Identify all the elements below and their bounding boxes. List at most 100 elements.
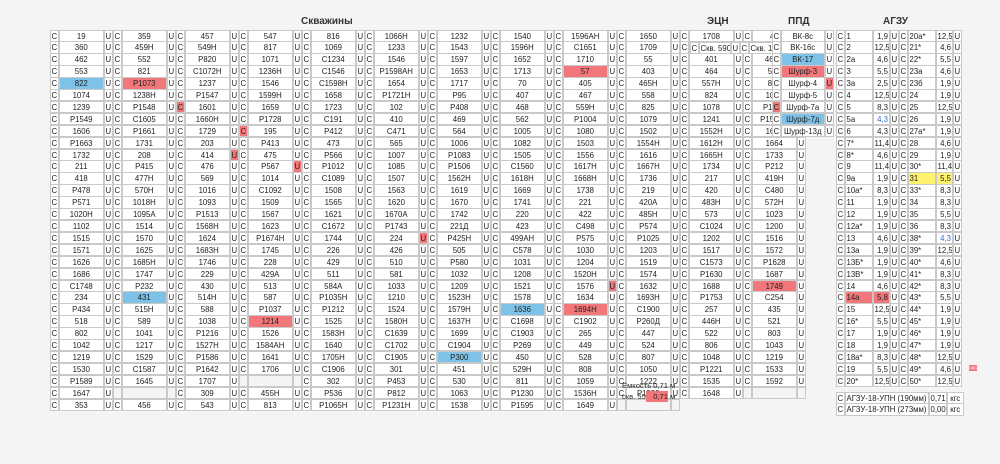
well-id-cell: 514Н <box>184 291 230 304</box>
well-id-cell: 1568Н <box>184 220 230 233</box>
agzu-control-button[interactable]: U <box>952 53 962 66</box>
ppd-control-button[interactable]: U <box>824 77 834 90</box>
well-id-cell: Р453 <box>373 374 419 388</box>
agzu-control-button[interactable]: U <box>952 243 962 257</box>
well-control-button[interactable]: U <box>796 303 806 316</box>
well-control-button[interactable]: U <box>796 243 806 257</box>
ppd-control-button[interactable]: U <box>824 29 834 42</box>
well-id-cell: 473 <box>310 136 356 150</box>
well-id-cell: 1668Н <box>562 172 608 185</box>
well-control-button[interactable]: U <box>796 291 806 304</box>
well-id-cell: 1208 <box>499 267 545 281</box>
ppd-control-button[interactable]: U <box>824 41 834 54</box>
agzu-control-button[interactable]: U <box>952 339 962 352</box>
well-control-button[interactable]: U <box>796 315 806 328</box>
agzu-control-button[interactable]: U <box>952 29 962 42</box>
well-id-cell: 420 <box>688 184 734 197</box>
well-control-button[interactable]: U <box>796 231 806 245</box>
well-id-cell: 462 <box>58 53 104 66</box>
agzu-control-button[interactable]: U <box>952 124 962 138</box>
ppd-control-button[interactable]: U <box>824 53 834 66</box>
well-id-cell: С1672 <box>310 220 356 233</box>
ppd-control-button[interactable]: U <box>824 65 834 78</box>
well-control-button[interactable]: U <box>796 208 806 221</box>
agzu-control-button[interactable]: U <box>952 279 962 292</box>
well-id-cell: 1082 <box>499 136 545 150</box>
well-control-button[interactable]: U <box>796 196 806 209</box>
capacity-value-2: 0,71 <box>646 391 668 402</box>
agzu-control-button[interactable]: U <box>952 77 962 90</box>
well-id-cell: 1694Н <box>562 303 608 316</box>
agzu-control-button[interactable]: U <box>952 172 962 185</box>
well-id-cell: 1580Н <box>373 315 419 328</box>
well-control-button[interactable]: U <box>796 267 806 281</box>
ppd-control-button[interactable]: U <box>824 100 834 114</box>
well-id-cell: С1702 <box>373 339 419 352</box>
well-control-button[interactable]: U <box>796 148 806 161</box>
agzu-control-button[interactable]: U <box>952 327 962 340</box>
agzu-control-button[interactable]: U <box>952 148 962 161</box>
agzu-control-button[interactable]: U <box>952 208 962 221</box>
agzu-value-cell: 5,5 <box>872 65 890 78</box>
agzu-control-button[interactable]: U <box>952 136 962 150</box>
ppd-control-button[interactable]: U <box>824 112 834 126</box>
well-control-button[interactable]: U <box>796 327 806 340</box>
agzu-control-button[interactable]: U <box>952 231 962 245</box>
agzu-value-cell: 1,9 <box>872 196 890 209</box>
well-id-cell: 1016 <box>184 184 230 197</box>
well-id-cell: 1562Н <box>436 172 482 185</box>
agzu-control-button[interactable]: U <box>952 100 962 114</box>
well-id-cell: 429 <box>310 255 356 269</box>
well-id-cell: 1536Н <box>562 386 608 400</box>
agzu-id-cell: 4 <box>844 89 873 102</box>
agzu-extra-value: 0,71 <box>928 391 947 404</box>
ppd-control-button[interactable]: U <box>824 89 834 102</box>
agzu-control-button[interactable]: U <box>952 303 962 316</box>
ecn-id-cell: Скв. 590 <box>698 41 731 54</box>
well-id-cell: 1529 <box>121 350 167 364</box>
well-control-button[interactable]: U <box>796 172 806 185</box>
agzu-control-button[interactable]: U <box>952 220 962 233</box>
agzu-control-button[interactable]: U <box>952 196 962 209</box>
agzu-value-cell: 12,5 <box>935 350 953 364</box>
agzu-control-button[interactable]: U <box>952 315 962 328</box>
well-id-cell: 499АН <box>499 231 545 245</box>
well-control-button[interactable]: U <box>796 279 806 292</box>
well-id-cell: Р1035Н <box>310 291 356 304</box>
well-control-button[interactable]: U <box>796 255 806 269</box>
well-id-cell: С480 <box>751 184 797 197</box>
well-id-cell: 1583Н <box>310 327 356 340</box>
agzu-control-button[interactable]: U <box>952 184 962 197</box>
agzu-control-button[interactable]: U <box>952 291 962 304</box>
agzu-control-button[interactable]: U <box>952 255 962 269</box>
agzu-control-button[interactable]: U <box>952 41 962 54</box>
well-id-cell: С1698 <box>499 315 545 328</box>
agzu-control-button[interactable]: U <box>952 362 962 376</box>
well-id-cell: 1515 <box>58 231 104 245</box>
agzu-control-button[interactable]: U <box>952 160 962 173</box>
well-control-button[interactable]: U <box>796 136 806 150</box>
agzu-control-button[interactable]: U <box>952 267 962 281</box>
well-control-button[interactable]: U <box>796 160 806 173</box>
agzu-control-button[interactable]: U <box>952 89 962 102</box>
ppd-control-button[interactable]: U <box>824 124 834 138</box>
agzu-value-cell: 5,5 <box>872 315 890 328</box>
well-id-cell: 1734 <box>688 160 734 173</box>
well-id-cell: 449 <box>562 339 608 352</box>
well-control-button[interactable]: U <box>796 350 806 364</box>
well-id-cell: 1032 <box>436 267 482 281</box>
well-control-button[interactable]: U <box>796 184 806 197</box>
agzu-control-button[interactable]: U <box>952 374 962 388</box>
agzu-control-button[interactable]: U <box>952 112 962 126</box>
well-id-cell: Р1595 <box>499 398 545 411</box>
agzu-control-button[interactable]: U <box>952 350 962 364</box>
well-id-cell: 807 <box>625 350 671 364</box>
well-id-cell: 1647 <box>58 386 104 400</box>
well-id-cell: 1509 <box>247 196 293 209</box>
well-control-button[interactable]: U <box>796 339 806 352</box>
well-control-button[interactable]: U <box>796 220 806 233</box>
agzu-control-button[interactable]: U <box>952 65 962 78</box>
agzu-id-cell: 47* <box>907 339 936 352</box>
well-control-button[interactable]: U <box>796 362 806 376</box>
well-control-button[interactable]: U <box>796 374 806 388</box>
